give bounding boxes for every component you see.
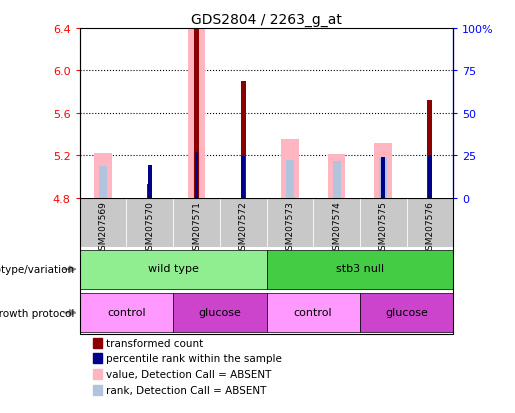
Bar <box>267 198 313 248</box>
Bar <box>241 82 246 198</box>
Bar <box>94 154 112 198</box>
Text: GSM207570: GSM207570 <box>145 201 154 256</box>
Bar <box>80 250 267 289</box>
Bar <box>148 166 152 198</box>
Bar <box>193 153 200 198</box>
Bar <box>313 198 360 248</box>
Bar <box>379 159 387 198</box>
Bar <box>220 198 267 248</box>
Bar <box>286 160 294 198</box>
Text: GSM207575: GSM207575 <box>379 201 388 256</box>
Bar <box>80 198 127 248</box>
Bar <box>147 185 152 198</box>
Bar <box>99 166 107 198</box>
Bar <box>374 143 392 198</box>
Text: GSM207571: GSM207571 <box>192 201 201 256</box>
Text: GSM207574: GSM207574 <box>332 201 341 255</box>
Text: value, Detection Call = ABSENT: value, Detection Call = ABSENT <box>106 369 271 379</box>
Bar <box>427 101 433 198</box>
Bar <box>187 2 205 198</box>
Text: glucose: glucose <box>385 307 428 317</box>
Bar <box>428 156 432 198</box>
Bar <box>328 155 346 198</box>
Bar <box>406 198 453 248</box>
Bar <box>333 161 340 198</box>
Text: control: control <box>107 307 146 317</box>
Title: GDS2804 / 2263_g_at: GDS2804 / 2263_g_at <box>191 12 342 26</box>
Bar <box>127 198 173 248</box>
Text: glucose: glucose <box>198 307 242 317</box>
Bar <box>194 29 199 198</box>
Text: genotype/variation: genotype/variation <box>0 264 75 275</box>
Text: GSM207573: GSM207573 <box>285 201 295 256</box>
Text: GSM207569: GSM207569 <box>99 201 108 256</box>
Bar <box>267 293 360 332</box>
Bar <box>267 250 453 289</box>
Bar <box>173 293 267 332</box>
Text: stb3 null: stb3 null <box>336 263 384 273</box>
Bar <box>241 157 245 198</box>
Bar <box>173 198 220 248</box>
Text: rank, Detection Call = ABSENT: rank, Detection Call = ABSENT <box>106 385 266 395</box>
Text: wild type: wild type <box>148 263 199 273</box>
Text: control: control <box>294 307 333 317</box>
Text: GSM207572: GSM207572 <box>238 201 248 255</box>
Bar <box>80 293 173 332</box>
Bar <box>360 293 453 332</box>
Text: transformed count: transformed count <box>106 338 203 348</box>
Text: GSM207576: GSM207576 <box>425 201 434 256</box>
Bar <box>195 153 198 198</box>
Text: percentile rank within the sample: percentile rank within the sample <box>106 354 282 363</box>
Bar <box>281 140 299 198</box>
Bar <box>360 198 406 248</box>
Text: growth protocol: growth protocol <box>0 308 75 318</box>
Bar <box>381 157 385 198</box>
